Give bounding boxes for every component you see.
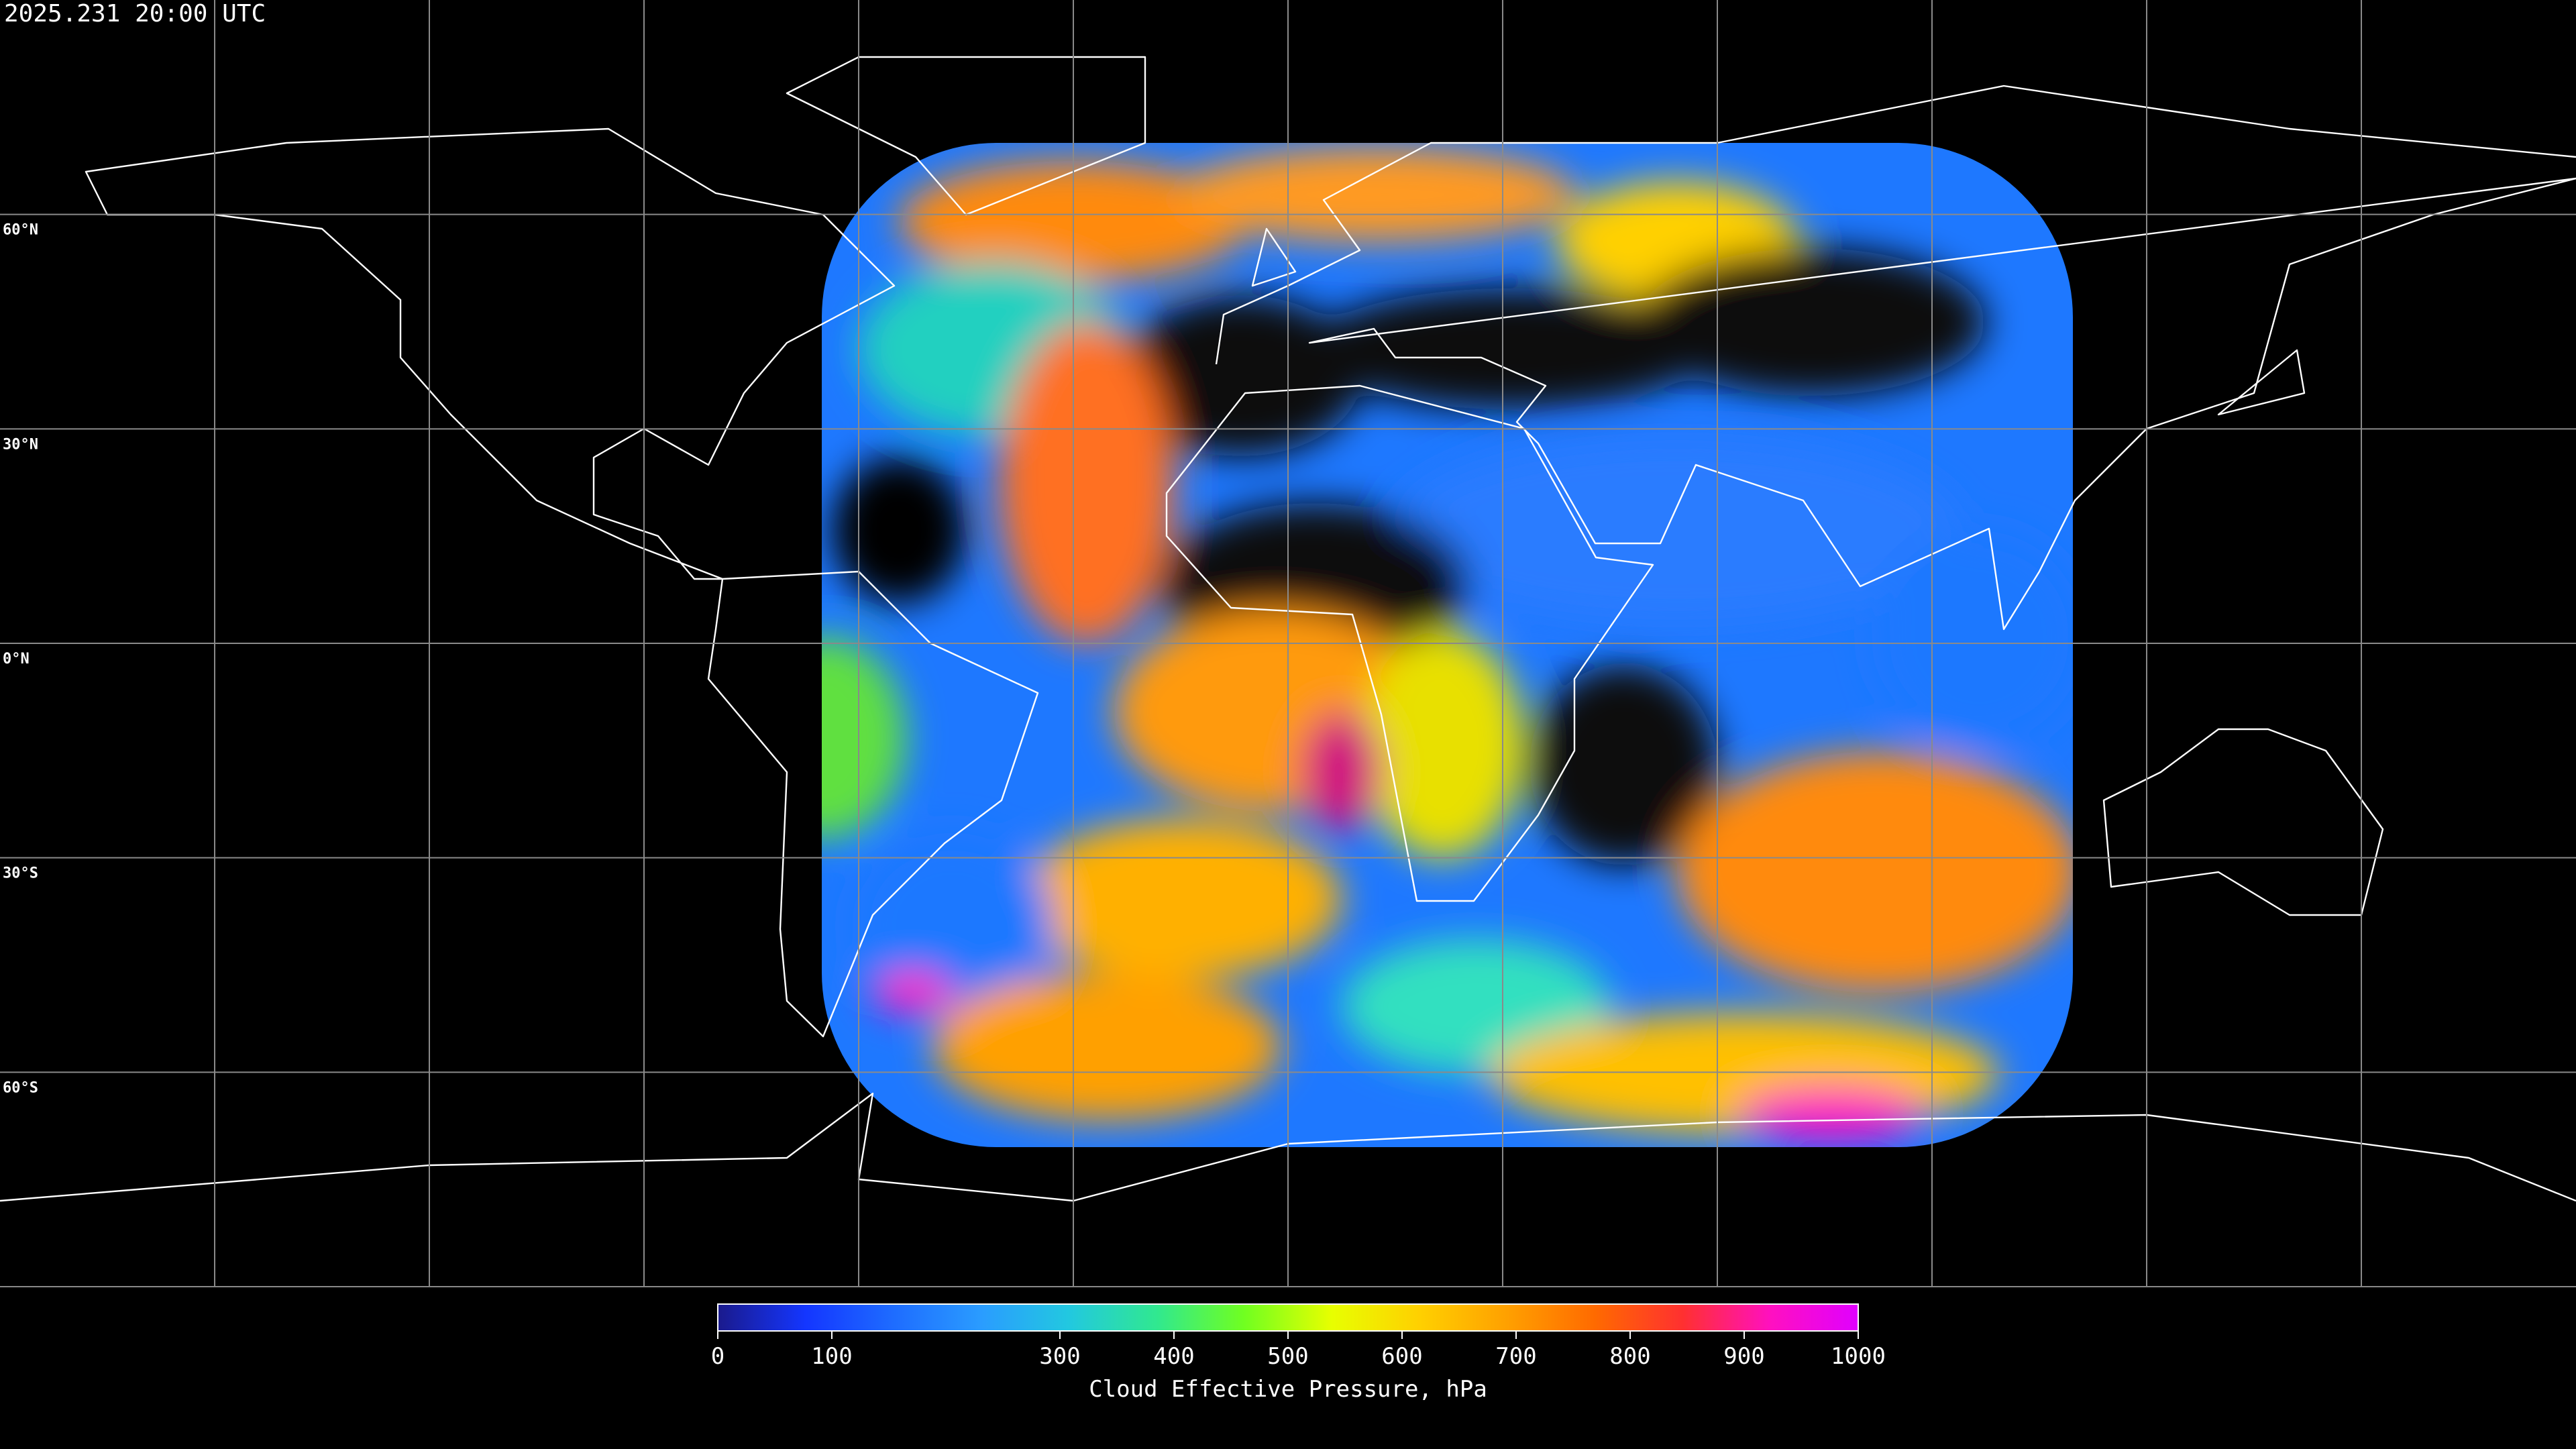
parallel-label: 60°S — [3, 1079, 38, 1096]
graticule: 60°N 30°N 0°N 30°S 60°S — [0, 0, 2576, 1287]
parallel-label: 30°N — [3, 436, 38, 453]
colorbar-tick-label: 800 — [1609, 1343, 1650, 1370]
colorbar-tick-label: 500 — [1267, 1343, 1308, 1370]
colorbar-tick-label: 600 — [1381, 1343, 1422, 1370]
colorbar-tick-label: 300 — [1039, 1343, 1080, 1370]
parallel-label: 0°N — [3, 651, 30, 667]
parallel-label: 30°S — [3, 865, 38, 882]
satellite-image — [822, 143, 2073, 1147]
colorbar-tick-label: 900 — [1723, 1343, 1764, 1370]
timestamp: 2025.231 20:00 UTC — [4, 0, 266, 28]
colorbar-tick-label: 700 — [1495, 1343, 1536, 1370]
parallel-label: 60°N — [3, 222, 38, 239]
colorbar — [717, 1303, 1859, 1332]
colorbar-title: Cloud Effective Pressure, hPa — [1089, 1376, 1487, 1403]
colorbar-tick-label: 0 — [711, 1343, 724, 1370]
colorbar-tick-label: 400 — [1153, 1343, 1194, 1370]
colorbar-tick-label: 1000 — [1831, 1343, 1886, 1370]
colorbar-ticks: 0 100 300 400 500 600 700 800 900 1000 — [711, 1331, 1886, 1370]
colorbar-tick-label: 100 — [811, 1343, 852, 1370]
